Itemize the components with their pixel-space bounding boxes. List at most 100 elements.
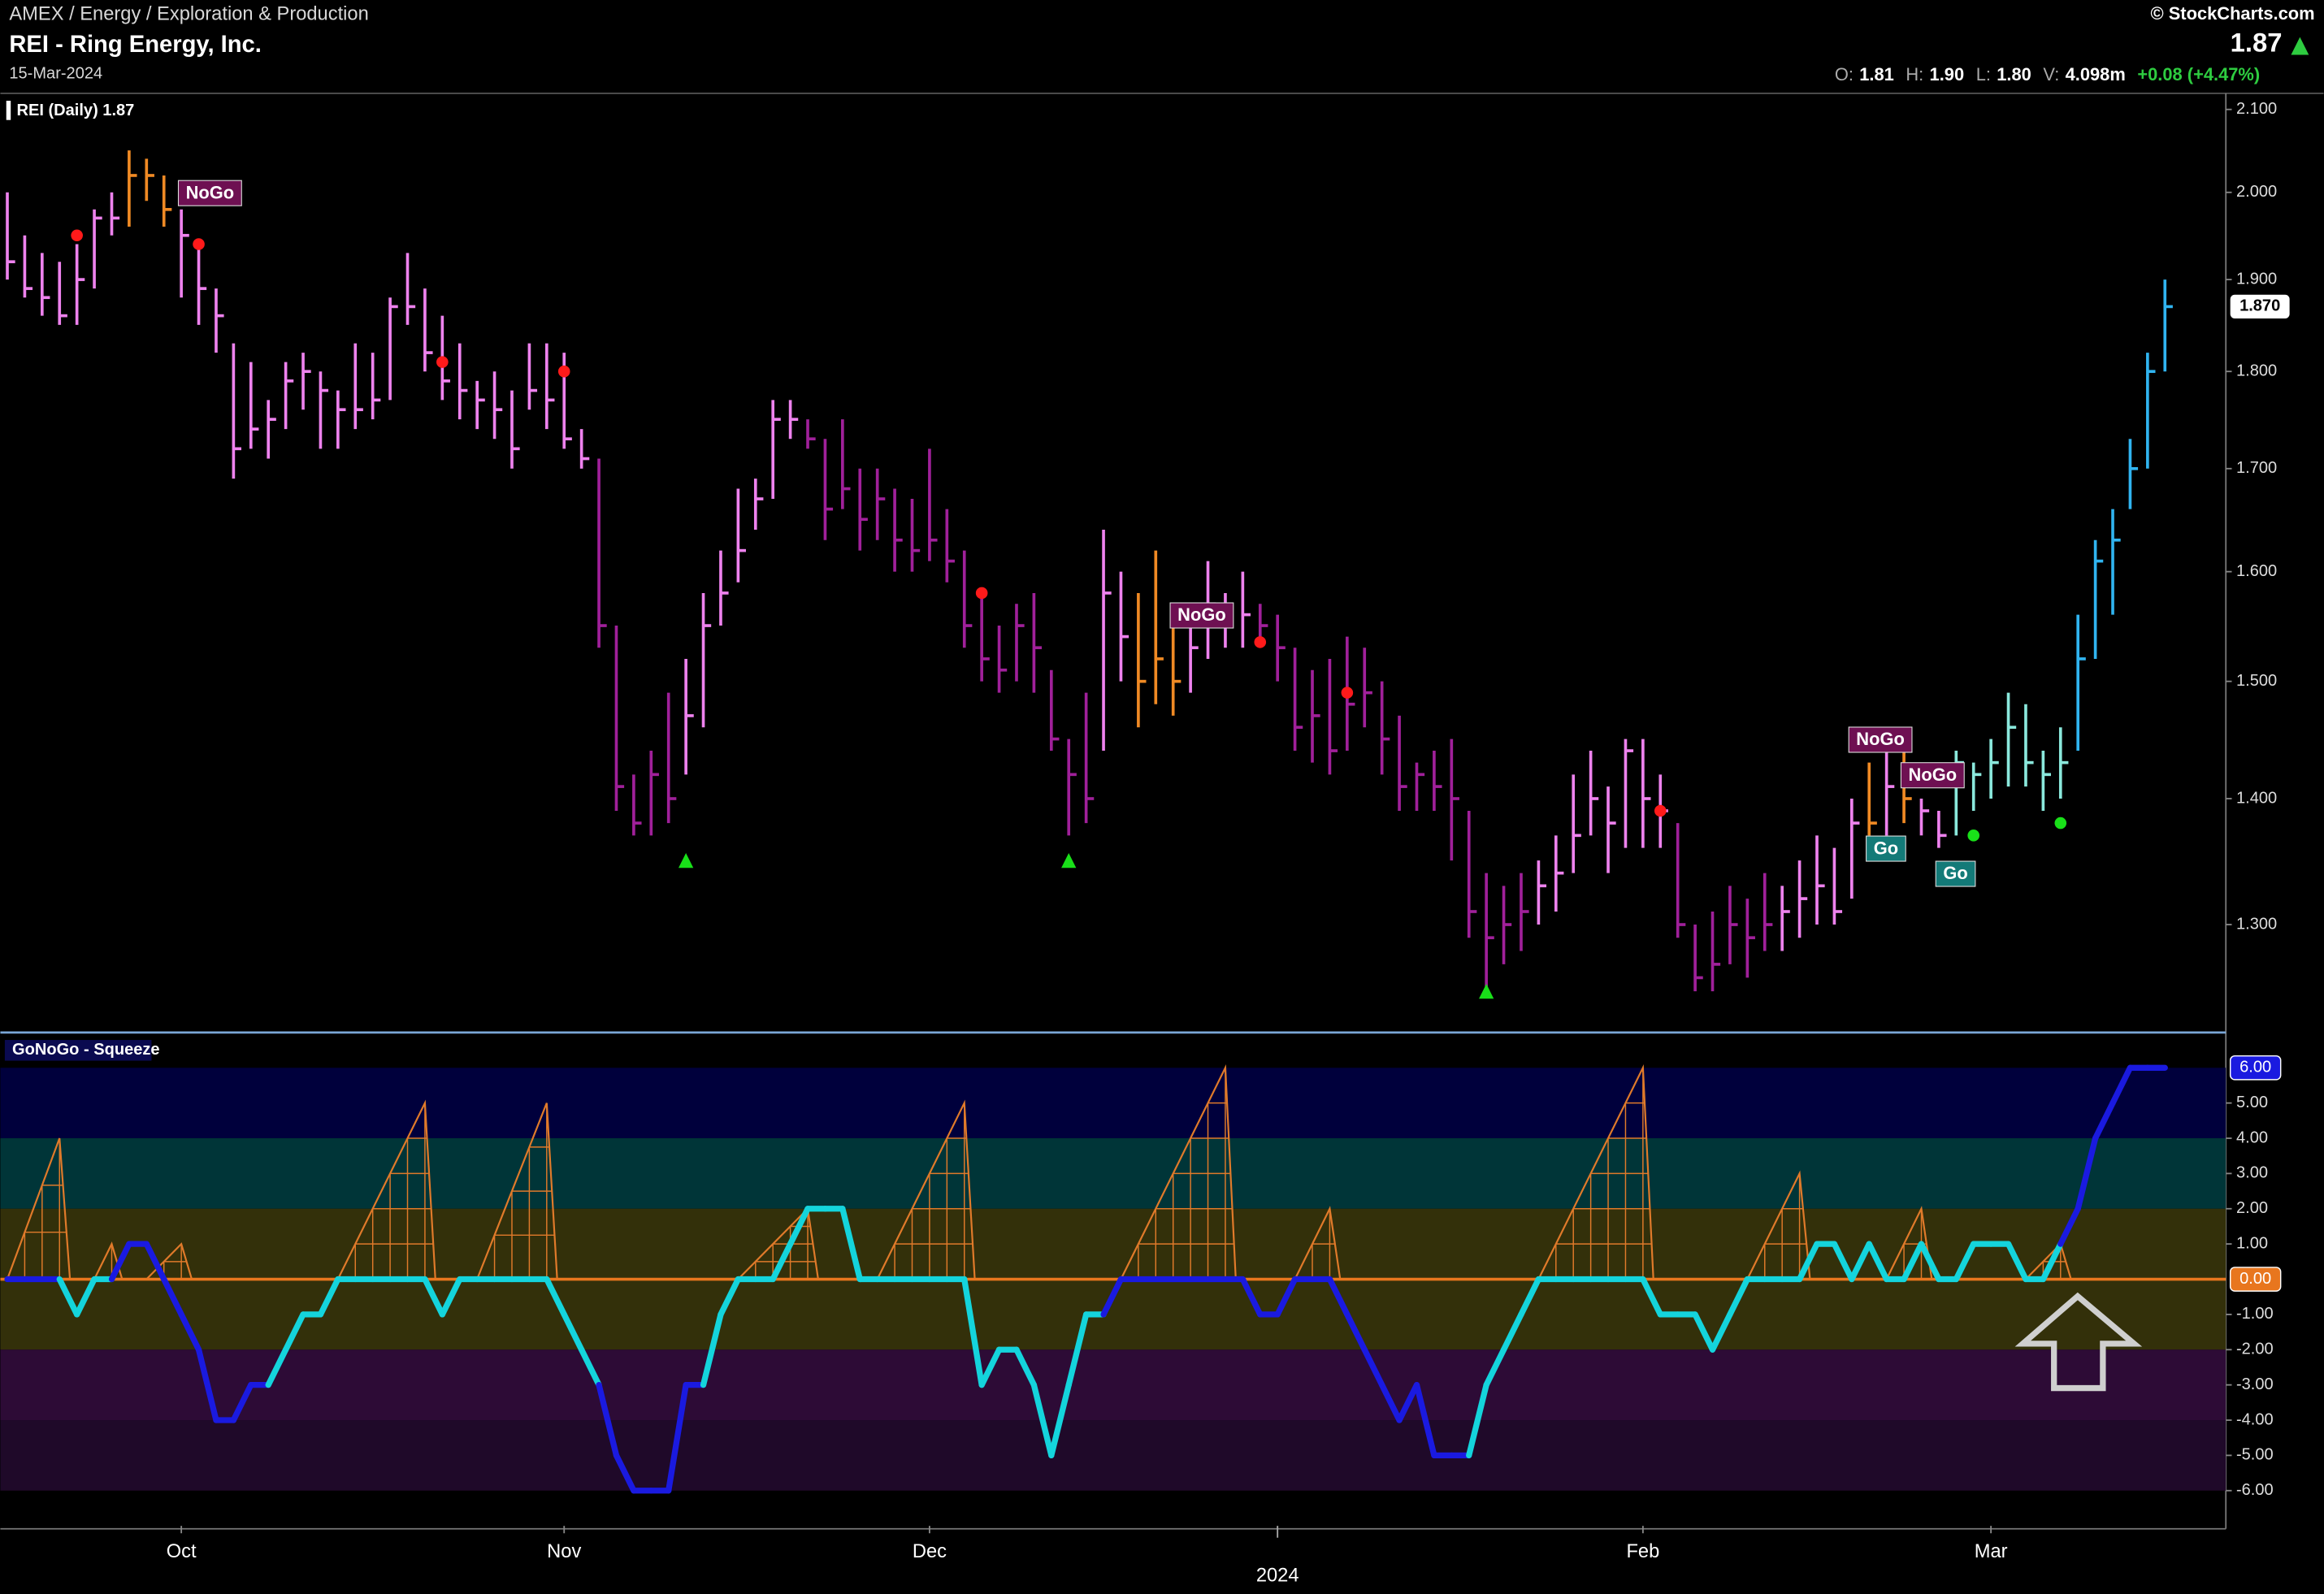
price-pane-title: REI (Daily) 1.87 xyxy=(16,102,134,119)
y-tick-label: -6.00 xyxy=(2236,1481,2274,1499)
oscillator-segment xyxy=(161,1276,184,1318)
oscillator-segment xyxy=(317,1276,341,1318)
oscillator-segment xyxy=(1796,1241,1820,1283)
regime-label: Go xyxy=(1943,863,1967,883)
oscillator-segment xyxy=(787,1206,811,1247)
oscillator-segment xyxy=(1692,1311,1716,1353)
y-tick-label: 1.500 xyxy=(2236,672,2277,690)
oscillator-segment xyxy=(1953,1241,1977,1283)
oscillator-segment xyxy=(2040,1241,2064,1283)
oscillator-segment xyxy=(282,1311,306,1353)
signal-dot xyxy=(1967,829,1980,842)
squeeze-fan xyxy=(476,1102,558,1280)
zone-band xyxy=(0,1068,2226,1139)
y-tick-label: 5.00 xyxy=(2236,1094,2268,1111)
oscillator-segment xyxy=(1831,1241,1855,1283)
oscillator-segment xyxy=(1065,1311,1090,1388)
oscillator-segment xyxy=(839,1206,863,1283)
signal-dot xyxy=(1254,636,1267,648)
value-tag xyxy=(2229,1267,2282,1292)
oscillator-segment xyxy=(561,1311,585,1353)
zone-band xyxy=(0,1420,2226,1491)
oscillator-segment xyxy=(1500,1311,1524,1353)
squeeze-fan xyxy=(336,1099,436,1280)
sector-path: AMEX / Energy / Exploration & Production xyxy=(9,3,368,24)
y-tick-label: -4.00 xyxy=(2236,1410,2274,1428)
oscillator-segment xyxy=(1709,1311,1733,1353)
y-tick-label: 1.400 xyxy=(2236,789,2277,807)
oscillator-segment xyxy=(613,1452,637,1494)
zone-band xyxy=(0,1349,2226,1421)
signal-dot xyxy=(975,587,988,600)
regime-label: NoGo xyxy=(1909,765,1958,785)
oscillator-segment xyxy=(666,1381,689,1494)
quote-text: 1.81 xyxy=(1859,64,1894,84)
y-tick-label: -5.00 xyxy=(2236,1446,2274,1464)
osc-title-bg xyxy=(4,1040,152,1061)
y-tick-label: 1.600 xyxy=(2236,562,2277,580)
oscillator-segment xyxy=(230,1381,254,1423)
oscillator-segment xyxy=(1849,1241,1872,1283)
year-label: 2024 xyxy=(1256,1565,1299,1586)
x-tick-label: Feb xyxy=(1626,1541,1659,1562)
oscillator-segment xyxy=(596,1381,620,1459)
squeeze-fan xyxy=(1746,1170,1811,1280)
oscillator-segment xyxy=(1413,1381,1437,1459)
y-tick-label: 1.800 xyxy=(2236,362,2277,380)
y-tick-label: 1.900 xyxy=(2236,270,2277,288)
signal-dot xyxy=(2054,816,2067,829)
quote-text: 4.098m xyxy=(2066,64,2126,84)
regime-label-bg xyxy=(1935,860,1976,887)
y-tick-label: -3.00 xyxy=(2236,1375,2274,1393)
oscillator-segment xyxy=(1344,1311,1368,1353)
x-tick-label: Mar xyxy=(1975,1541,2008,1562)
credit: © StockCharts.com xyxy=(2151,3,2315,24)
signal-dot xyxy=(71,229,83,242)
oscillator-segment xyxy=(1100,1276,1125,1318)
value-tag-label: 6.00 xyxy=(2239,1059,2271,1076)
y-tick-label: 2.00 xyxy=(2236,1199,2268,1217)
oscillator-segment xyxy=(1640,1276,1663,1318)
oscillator-segment xyxy=(1274,1276,1299,1318)
oscillator-segment xyxy=(439,1276,463,1318)
quote-text: L: xyxy=(1976,64,1991,84)
signal-dot xyxy=(1341,687,1354,699)
squeeze-fan xyxy=(1537,1064,1654,1280)
regime-label: NoGo xyxy=(1177,604,1226,625)
up-icon xyxy=(2291,37,2309,55)
y-tick-label: -2.00 xyxy=(2236,1341,2274,1358)
regime-label-bg xyxy=(177,180,242,206)
oscillator-segment xyxy=(1048,1381,1072,1459)
quote-text: V: xyxy=(2043,64,2059,84)
x-tick-label: Nov xyxy=(547,1541,581,1562)
oscillator-segment xyxy=(1396,1381,1420,1423)
oscillator-segment xyxy=(56,1276,80,1318)
regime-label: Go xyxy=(1874,838,1898,858)
oscillator-segment xyxy=(1918,1241,1942,1283)
signal-dot xyxy=(193,238,205,250)
squeeze-fan xyxy=(6,1137,72,1280)
oscillator-segment xyxy=(1518,1276,1542,1318)
oscillator-segment xyxy=(579,1346,602,1388)
quote-text: O: xyxy=(1835,64,1854,84)
signal-triangle xyxy=(679,852,694,868)
oscillator-segment xyxy=(195,1346,219,1423)
regime-label-bg xyxy=(1900,762,1965,789)
oscillator-segment xyxy=(108,1241,132,1283)
date: 15-Mar-2024 xyxy=(9,64,102,82)
regime-label-bg xyxy=(1848,726,1913,753)
squeeze-fan xyxy=(1294,1206,1342,1280)
regime-label: NoGo xyxy=(186,182,235,202)
oscillator-segment xyxy=(2005,1241,2029,1283)
last-price-tag xyxy=(2230,294,2290,318)
oscillator-segment xyxy=(1361,1346,1385,1388)
oscillator-segment xyxy=(770,1241,794,1283)
last-price-tag-label: 1.870 xyxy=(2239,297,2280,315)
oscillator-segment xyxy=(718,1276,742,1318)
oscillator-segment xyxy=(961,1276,985,1388)
symbol-title: REI - Ring Energy, Inc. xyxy=(9,32,262,58)
y-tick-label: 4.00 xyxy=(2236,1128,2268,1146)
oscillator-segment xyxy=(1239,1276,1264,1318)
